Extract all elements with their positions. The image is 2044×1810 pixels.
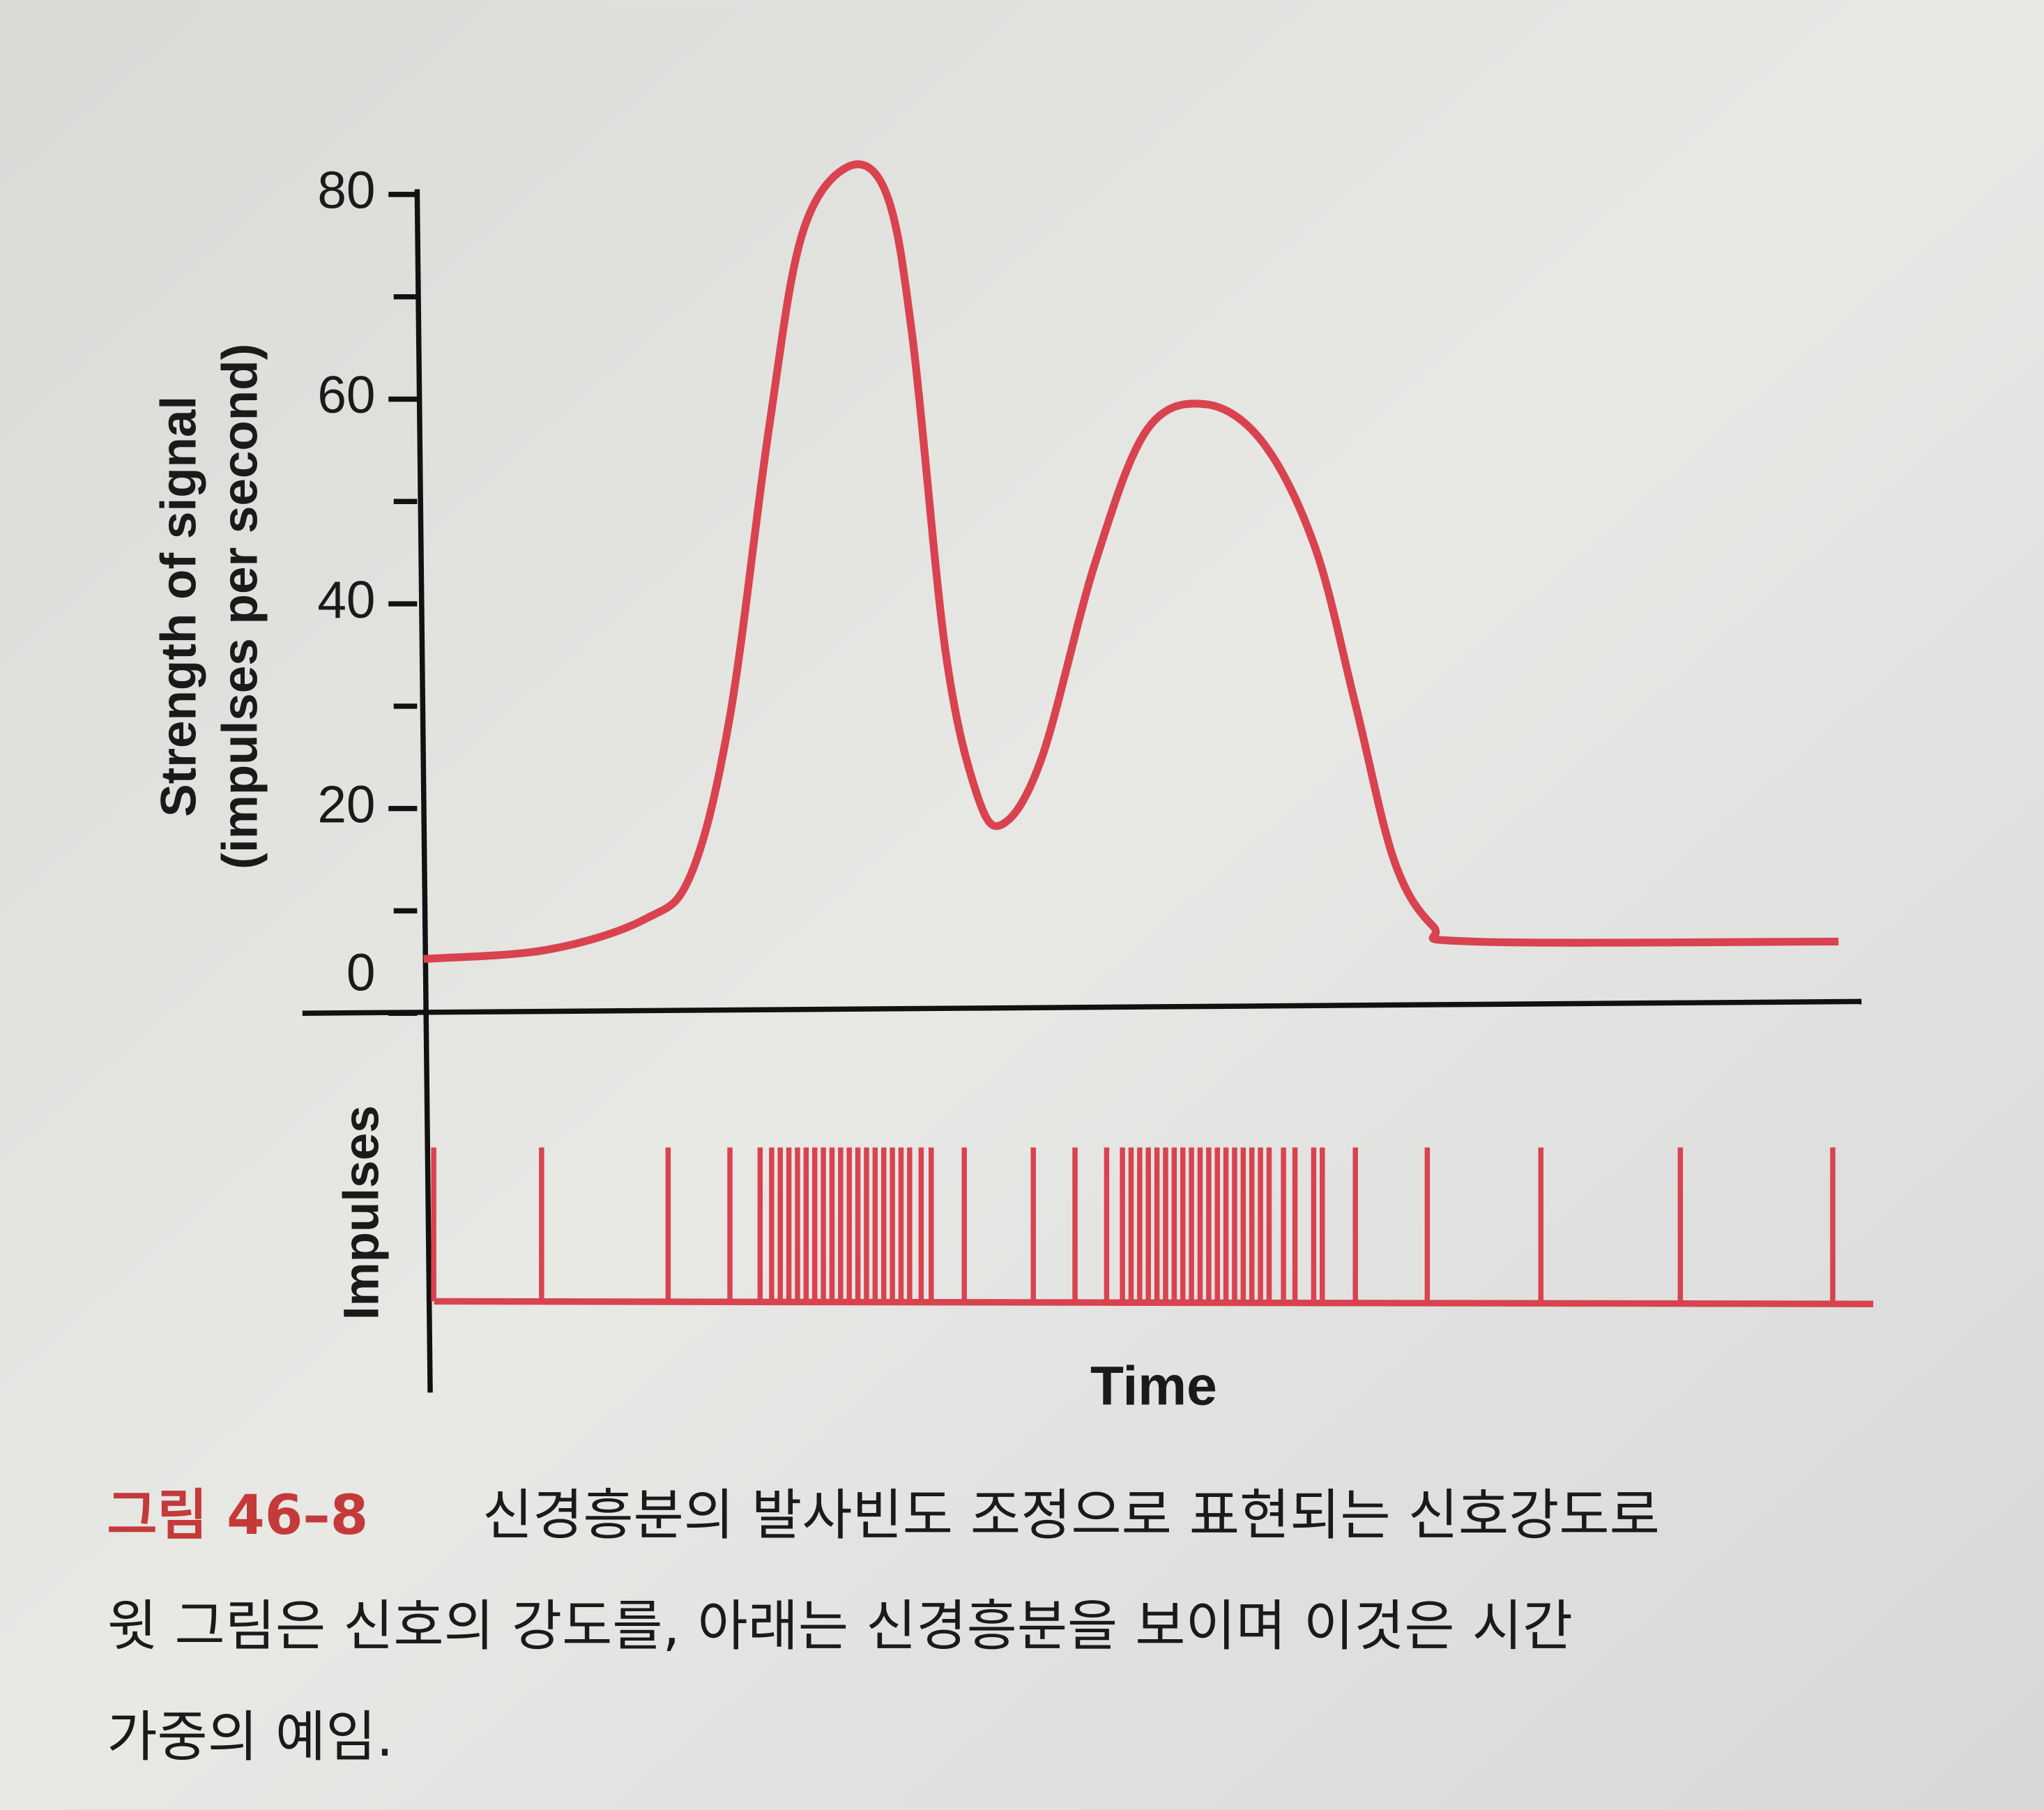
y-tick-label: 0 [346,943,376,1002]
y-tick-label: 40 [317,570,375,629]
caption-line: 가중의 예임. [107,1705,393,1769]
figure-number: 그림 46–8 [107,1483,368,1547]
y-axis-label: (impulses per second) [213,344,268,869]
caption-line: 신경흥분의 발사빈도 조정으로 표현되는 신호강도로 [482,1483,1660,1547]
x-axis [302,998,1862,1016]
y-tick-label: 20 [317,775,375,833]
y-axis [414,189,433,1393]
signal-line [423,160,1839,963]
y-tick-label: 80 [317,161,375,220]
y-tick-label: 60 [317,365,375,424]
y-axis-label: Strength of signal [152,396,207,817]
caption-line: 윗 그림은 신호의 강도를, 아래는 신경흥분을 보이며 이것은 시간 [107,1594,1573,1658]
x-axis-label: Time [1090,1355,1217,1416]
impulses-label: Impulses [334,1105,389,1320]
impulse-baseline [434,1298,1874,1307]
